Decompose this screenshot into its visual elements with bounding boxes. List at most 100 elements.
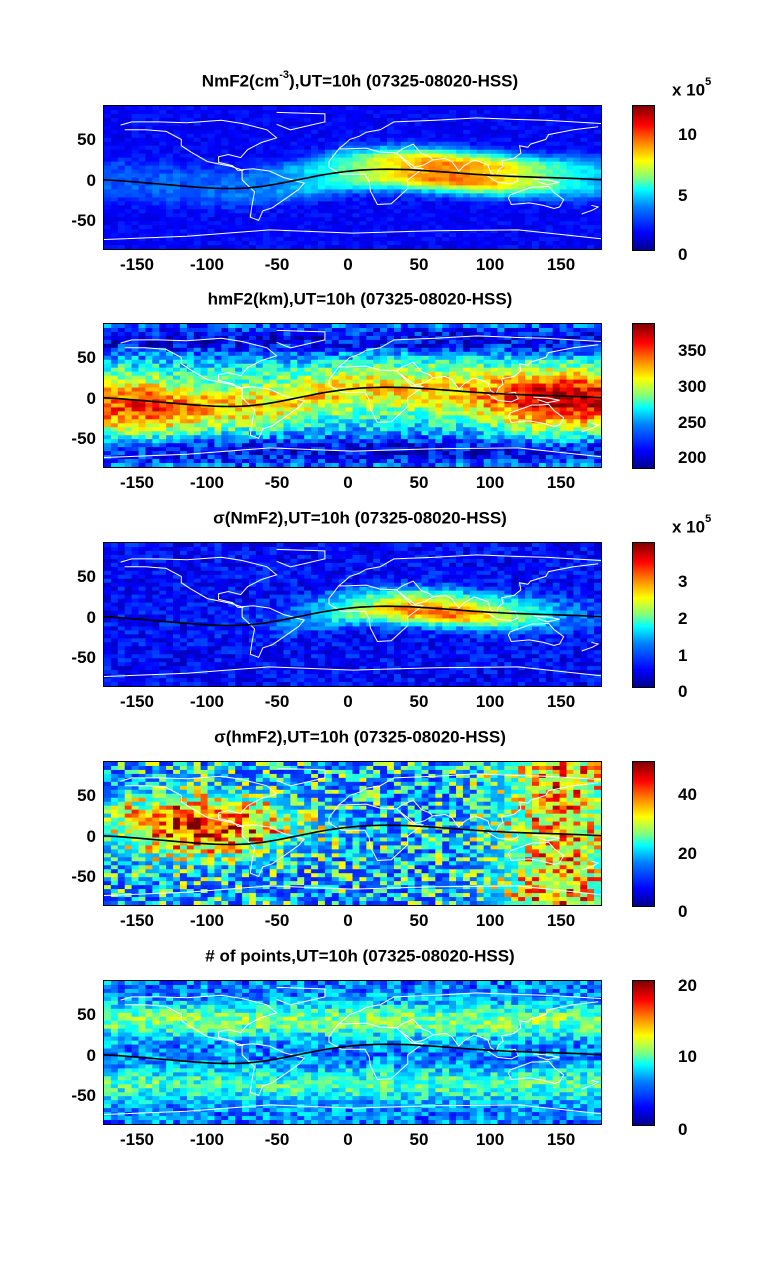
heatmap-cell (559, 419, 568, 424)
heatmap-cell (587, 141, 595, 147)
heatmap-cell (145, 209, 153, 214)
heatmap-cell (311, 327, 319, 333)
heatmap-cell (573, 201, 581, 206)
heatmap-cell (145, 217, 153, 222)
heatmap-cell (138, 125, 147, 131)
heatmap-cell (538, 245, 547, 249)
heatmap-cell (297, 161, 305, 167)
heatmap-cell (428, 379, 436, 385)
heatmap-cell (138, 343, 147, 349)
heatmap-cell (594, 331, 601, 337)
heatmap-cell (573, 359, 581, 365)
heatmap-cell (387, 367, 395, 373)
heatmap-cell (255, 371, 264, 377)
heatmap-cell (159, 237, 167, 242)
heatmap-cell (594, 375, 601, 381)
heatmap-cell (442, 229, 450, 234)
heatmap-cell (152, 324, 160, 329)
heatmap-cell (538, 331, 547, 337)
heatmap-cell (207, 177, 216, 183)
heatmap-cell (262, 443, 271, 448)
heatmap-cell (407, 347, 416, 353)
heatmap-cell (159, 221, 167, 226)
heatmap-cell (221, 367, 229, 373)
heatmap-cell (407, 367, 416, 373)
heatmap-cell (214, 387, 222, 393)
heatmap-cell (504, 113, 512, 119)
heatmap-cell (145, 339, 153, 345)
heatmap-cell (359, 137, 367, 143)
heatmap-cell (442, 371, 450, 377)
heatmap-cell (317, 221, 326, 226)
heatmap-cell (497, 347, 505, 353)
heatmap-cell (179, 145, 188, 151)
heatmap-cell (456, 193, 464, 198)
heatmap-cell (221, 157, 229, 163)
heatmap-cell (193, 339, 202, 345)
heatmap-cell (235, 177, 243, 183)
heatmap-cell (414, 427, 423, 432)
heatmap-cell (456, 395, 464, 401)
heatmap-cell (359, 367, 367, 373)
heatmap-cell (276, 125, 285, 131)
heatmap-cell (104, 137, 112, 143)
heatmap-cell (297, 245, 305, 249)
heatmap-cell (428, 363, 436, 369)
heatmap-cell (276, 157, 285, 163)
heatmap-cell (435, 431, 443, 436)
heatmap-cell (186, 447, 195, 452)
heatmap-cell (200, 339, 209, 345)
heatmap-cell (269, 193, 278, 198)
heatmap-cell (200, 229, 209, 234)
heatmap-cell (421, 241, 430, 246)
heatmap-cell (283, 443, 291, 448)
heatmap-cell (228, 375, 236, 381)
heatmap-cell (166, 145, 174, 151)
heatmap-cell (276, 347, 285, 353)
heatmap-cell (110, 423, 119, 428)
heatmap-cell (297, 149, 305, 155)
heatmap-cell (435, 129, 443, 135)
heatmap-cell (552, 351, 561, 357)
heatmap-cell (428, 324, 436, 329)
heatmap-cell (518, 209, 526, 214)
heatmap-cell (525, 153, 533, 159)
heatmap-cell (173, 201, 181, 206)
heatmap-cell (387, 443, 395, 448)
heatmap-cell (124, 173, 133, 179)
heatmap-cell (594, 359, 601, 365)
heatmap-cell (207, 109, 216, 115)
heatmap-cell (545, 363, 554, 369)
heatmap-cell (338, 415, 347, 420)
heatmap-cell (152, 451, 160, 456)
heatmap-cell (331, 177, 340, 183)
heatmap-cell (304, 109, 312, 115)
heatmap-cell (317, 209, 326, 214)
heatmap-cell (159, 443, 167, 448)
heatmap-cell (186, 443, 195, 448)
heatmap-cell (331, 237, 340, 242)
heatmap-cell (186, 339, 195, 345)
heatmap-cell (573, 375, 581, 381)
heatmap-cell (421, 185, 430, 191)
heatmap-cell (566, 197, 574, 202)
heatmap-cell (248, 141, 257, 147)
heatmap-cell (359, 407, 367, 412)
heatmap-cell (373, 133, 381, 139)
heatmap-cell (269, 217, 278, 222)
heatmap-cell (483, 141, 492, 147)
heatmap-cell (373, 363, 381, 369)
heatmap-cell (124, 161, 133, 167)
heatmap-cell (525, 181, 533, 187)
heatmap-cell (400, 399, 409, 405)
heatmap-cell (483, 335, 492, 341)
heatmap-cell (587, 205, 595, 210)
heatmap-cell (552, 343, 561, 349)
heatmap-cell (290, 153, 298, 159)
heatmap-cell (297, 133, 305, 139)
heatmap-cell (407, 324, 416, 329)
heatmap-cell (469, 351, 478, 357)
heatmap-cell (400, 113, 409, 119)
heatmap-cell (179, 391, 188, 397)
heatmap-cell (566, 181, 574, 187)
